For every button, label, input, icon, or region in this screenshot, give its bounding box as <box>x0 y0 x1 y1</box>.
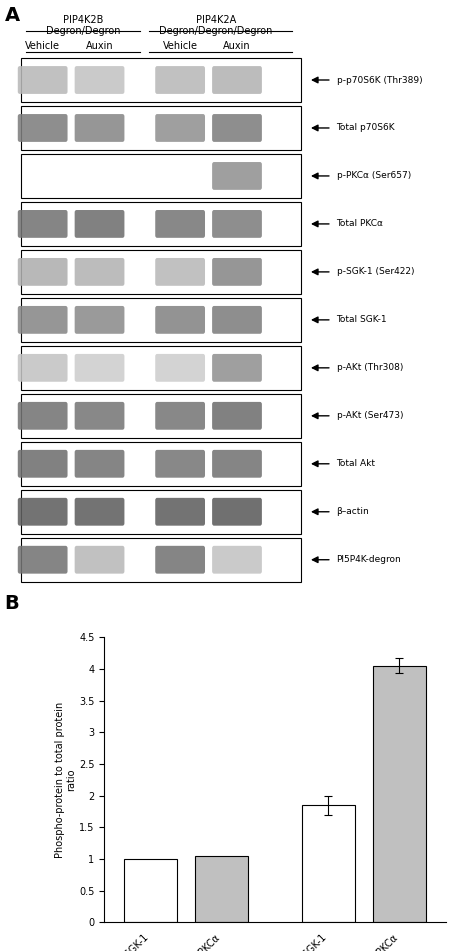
FancyBboxPatch shape <box>212 210 262 238</box>
Text: p-AKt (Ser473): p-AKt (Ser473) <box>337 412 403 420</box>
Text: PI5P4K-degron: PI5P4K-degron <box>337 555 401 564</box>
FancyBboxPatch shape <box>212 306 262 334</box>
Text: Total Akt: Total Akt <box>337 459 375 468</box>
FancyBboxPatch shape <box>212 402 262 430</box>
FancyBboxPatch shape <box>212 498 262 526</box>
Text: Total SGK-1: Total SGK-1 <box>337 316 387 324</box>
Bar <box>301 805 355 922</box>
FancyBboxPatch shape <box>212 66 262 94</box>
FancyBboxPatch shape <box>155 114 205 142</box>
Text: B: B <box>5 594 19 613</box>
Text: p-p70S6K (Thr389): p-p70S6K (Thr389) <box>337 75 422 85</box>
FancyBboxPatch shape <box>18 66 67 94</box>
Bar <box>21 537 301 582</box>
FancyBboxPatch shape <box>75 402 124 430</box>
FancyBboxPatch shape <box>75 546 124 573</box>
FancyBboxPatch shape <box>18 450 67 477</box>
Text: Total p70S6K: Total p70S6K <box>337 124 395 132</box>
Text: Degron/Degron: Degron/Degron <box>46 26 120 36</box>
FancyBboxPatch shape <box>155 402 205 430</box>
Text: β–actin: β–actin <box>337 507 369 516</box>
FancyBboxPatch shape <box>18 306 67 334</box>
Bar <box>21 106 301 150</box>
FancyBboxPatch shape <box>18 402 67 430</box>
FancyBboxPatch shape <box>75 210 124 238</box>
Text: Auxin: Auxin <box>223 41 251 51</box>
Text: p-SGK-1 (Ser422): p-SGK-1 (Ser422) <box>337 267 414 277</box>
FancyBboxPatch shape <box>75 498 124 526</box>
FancyBboxPatch shape <box>75 66 124 94</box>
Text: A: A <box>5 6 20 25</box>
FancyBboxPatch shape <box>18 258 67 286</box>
Bar <box>21 58 301 102</box>
FancyBboxPatch shape <box>155 66 205 94</box>
Bar <box>21 394 301 438</box>
Bar <box>373 666 426 922</box>
FancyBboxPatch shape <box>75 450 124 477</box>
FancyBboxPatch shape <box>212 354 262 381</box>
Text: p-PKCα (Ser657): p-PKCα (Ser657) <box>337 171 411 181</box>
FancyBboxPatch shape <box>212 114 262 142</box>
FancyBboxPatch shape <box>18 546 67 573</box>
FancyBboxPatch shape <box>212 546 262 573</box>
Text: Vehicle: Vehicle <box>163 41 198 51</box>
FancyBboxPatch shape <box>155 306 205 334</box>
Text: Total PKCα: Total PKCα <box>337 220 383 228</box>
Text: Vehicle: Vehicle <box>25 41 60 51</box>
Bar <box>21 250 301 294</box>
FancyBboxPatch shape <box>155 450 205 477</box>
FancyBboxPatch shape <box>212 450 262 477</box>
Text: Degron/Degron/Degron: Degron/Degron/Degron <box>159 26 273 36</box>
Bar <box>21 154 301 198</box>
Bar <box>195 856 248 922</box>
Bar <box>21 490 301 534</box>
FancyBboxPatch shape <box>155 210 205 238</box>
FancyBboxPatch shape <box>212 162 262 190</box>
FancyBboxPatch shape <box>18 210 67 238</box>
Text: Auxin: Auxin <box>86 41 113 51</box>
Bar <box>21 345 301 390</box>
Bar <box>124 859 177 922</box>
FancyBboxPatch shape <box>18 354 67 381</box>
FancyBboxPatch shape <box>155 354 205 381</box>
Bar <box>21 298 301 342</box>
FancyBboxPatch shape <box>155 546 205 573</box>
FancyBboxPatch shape <box>18 498 67 526</box>
Text: PIP4K2B: PIP4K2B <box>63 15 103 25</box>
FancyBboxPatch shape <box>155 258 205 286</box>
FancyBboxPatch shape <box>212 258 262 286</box>
FancyBboxPatch shape <box>75 306 124 334</box>
FancyBboxPatch shape <box>18 114 67 142</box>
Y-axis label: Phospho-protein to total protein
ratio: Phospho-protein to total protein ratio <box>55 702 76 858</box>
FancyBboxPatch shape <box>75 258 124 286</box>
FancyBboxPatch shape <box>75 114 124 142</box>
Bar <box>21 202 301 246</box>
Text: p-AKt (Thr308): p-AKt (Thr308) <box>337 363 403 373</box>
FancyBboxPatch shape <box>75 354 124 381</box>
Bar <box>21 441 301 486</box>
FancyBboxPatch shape <box>155 498 205 526</box>
Text: PIP4K2A: PIP4K2A <box>196 15 236 25</box>
